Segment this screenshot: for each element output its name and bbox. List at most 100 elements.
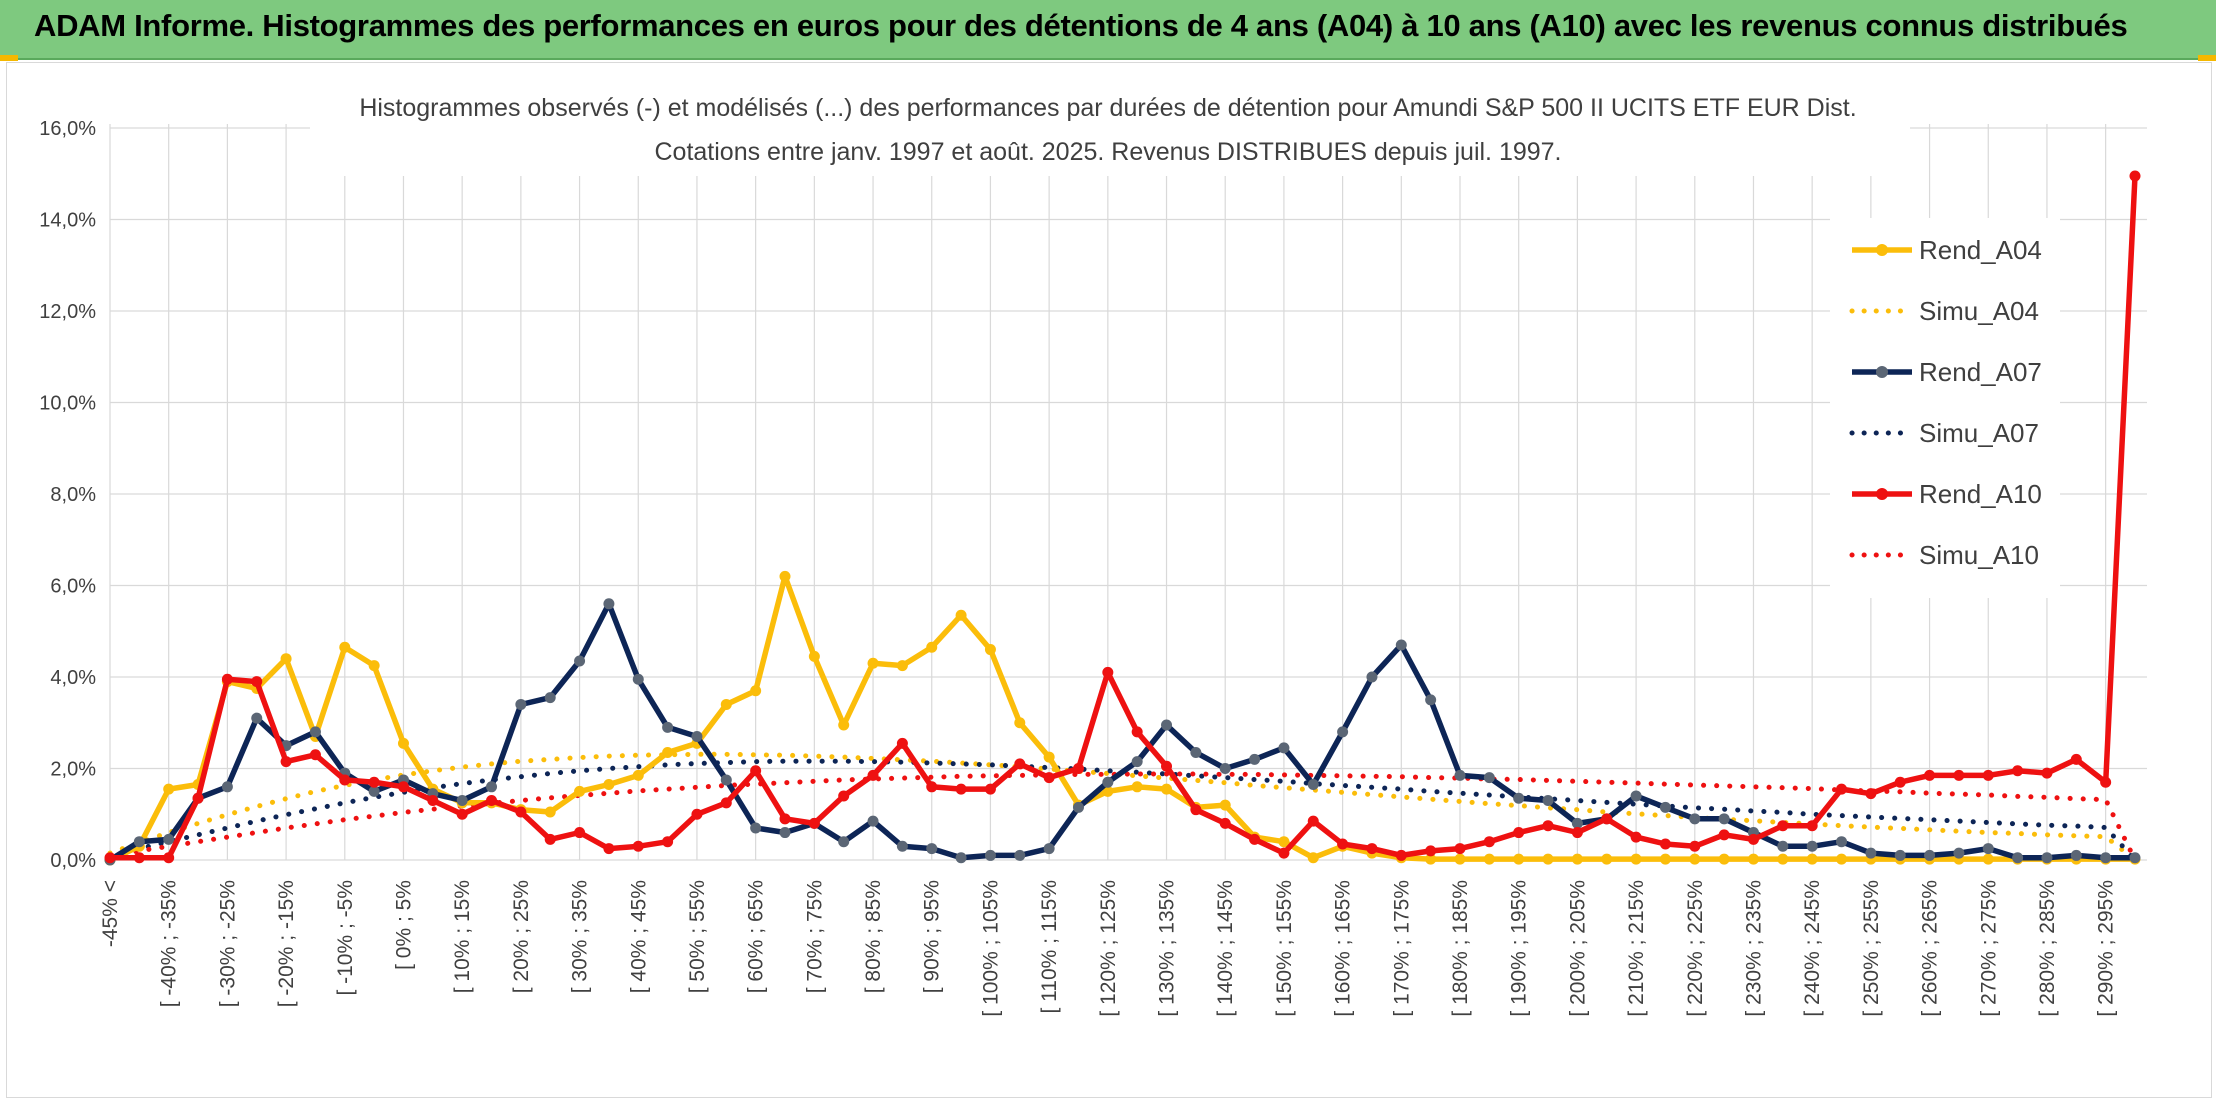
report-title: ADAM Informe. Histogrammes des performan…: [34, 8, 2128, 43]
data-point-rend-a07: [221, 781, 233, 793]
x-tick-label: [ 0% ; 5%: [392, 880, 415, 970]
data-point-rend-a07: [1043, 843, 1055, 855]
x-tick-label: [ 250% ; 255%: [1860, 880, 1883, 1017]
data-point-rend-a04: [808, 650, 820, 662]
data-point-rend-a10: [1571, 827, 1583, 839]
data-point-rend-a10: [339, 774, 351, 786]
series-line-rend-a07: [108, 601, 2135, 863]
data-point-rend-a07: [1454, 769, 1466, 781]
data-point-rend-a10: [280, 756, 292, 768]
data-point-rend-a10: [720, 797, 732, 809]
data-point-rend-a07: [1542, 795, 1554, 807]
data-point-rend-a10: [1014, 758, 1026, 770]
data-point-rend-a10: [486, 795, 498, 807]
data-point-rend-a10: [368, 776, 380, 788]
x-tick-label: [ 270% ; 275%: [1977, 880, 2000, 1017]
data-point-rend-a10: [1425, 845, 1437, 857]
x-tick-label: [ 170% ; 175%: [1390, 880, 1413, 1017]
data-point-rend-a10: [2100, 776, 2112, 788]
data-point-rend-a07: [896, 840, 908, 852]
data-point-rend-a10: [1102, 666, 1114, 678]
legend-marker-rend-a04: [1876, 244, 1888, 256]
x-tick-label: [ -10% ; -5%: [334, 880, 357, 996]
data-point-rend-a10: [1982, 769, 1994, 781]
data-point-rend-a04: [1219, 799, 1231, 811]
data-point-rend-a04: [280, 653, 292, 665]
data-point-rend-a04: [984, 644, 996, 656]
data-point-rend-a10: [309, 749, 321, 761]
data-point-rend-a10: [1395, 849, 1407, 861]
chart-title-backing: [310, 80, 1910, 176]
data-point-rend-a07: [1366, 671, 1378, 683]
data-point-rend-a07: [1513, 792, 1525, 804]
data-point-rend-a10: [984, 783, 996, 795]
data-point-rend-a04: [1601, 853, 1613, 865]
data-point-rend-a10: [1777, 820, 1789, 832]
data-point-rend-a10: [779, 813, 791, 825]
data-point-rend-a07: [1894, 849, 1906, 861]
data-point-rend-a10: [1747, 833, 1759, 845]
data-point-rend-a10: [1072, 763, 1084, 774]
data-point-rend-a10: [955, 783, 967, 795]
x-tick-label: [ 120% ; 125%: [1097, 880, 1120, 1017]
data-point-rend-a10: [544, 833, 556, 845]
data-point-rend-a10: [838, 790, 850, 802]
data-point-rend-a07: [691, 730, 703, 742]
chart-title-line1: Histogrammes observés (-) et modélisés (…: [359, 94, 1856, 122]
x-tick-label: [ 180% ; 185%: [1449, 880, 1472, 1017]
data-point-rend-a07: [603, 598, 615, 610]
x-tick-label: [ 240% ; 245%: [1801, 880, 1824, 1017]
data-point-rend-a10: [397, 781, 409, 793]
data-point-rend-a07: [1806, 840, 1818, 852]
x-tick-label: [ 30% ; 35%: [569, 880, 592, 993]
data-point-rend-a07: [1072, 801, 1084, 813]
data-point-rend-a07: [1836, 836, 1848, 848]
y-tick-label: 4,0%: [50, 667, 96, 689]
data-point-rend-a04: [720, 698, 732, 710]
data-point-rend-a10: [1278, 847, 1290, 859]
y-tick-label: 12,0%: [39, 301, 96, 323]
series-line-rend-a10: [110, 175, 2138, 861]
x-tick-label: -45% <: [99, 880, 122, 947]
data-point-rend-a10: [1542, 820, 1554, 832]
data-point-rend-a04: [603, 779, 615, 791]
data-point-rend-a07: [662, 721, 674, 733]
x-tick-label: [ 70% ; 75%: [803, 880, 826, 993]
legend-box: [1830, 218, 2060, 598]
y-tick-label: 6,0%: [50, 576, 96, 598]
x-tick-label: [ 150% ; 155%: [1273, 880, 1296, 1017]
data-point-rend-a07: [1278, 742, 1290, 754]
data-point-rend-a10: [1337, 838, 1349, 850]
data-point-rend-a04: [955, 609, 967, 621]
x-tick-label: [ 200% ; 205%: [1566, 880, 1589, 1017]
data-point-rend-a04: [1718, 853, 1730, 865]
data-point-rend-a10: [104, 852, 116, 864]
data-point-rend-a10: [1924, 769, 1936, 781]
data-point-rend-a07: [1425, 694, 1437, 706]
data-point-rend-a04: [544, 806, 556, 818]
data-point-rend-a07: [1689, 813, 1701, 825]
data-point-rend-a10: [515, 806, 527, 818]
x-tick-label: [ 190% ; 195%: [1508, 880, 1531, 1017]
x-tick-label: [ 260% ; 265%: [1919, 880, 1942, 1017]
data-point-rend-a07: [1982, 843, 1994, 855]
data-point-rend-a07: [750, 822, 762, 834]
data-point-rend-a07: [984, 849, 996, 861]
data-point-rend-a10: [750, 765, 762, 777]
data-point-rend-a07: [1630, 790, 1642, 802]
data-point-rend-a10: [221, 673, 233, 685]
data-point-rend-a10: [1307, 815, 1319, 827]
data-point-rend-a04: [896, 660, 908, 672]
data-point-rend-a04: [838, 719, 850, 731]
data-point-rend-a04: [1513, 853, 1525, 865]
data-point-rend-a10: [427, 795, 439, 807]
data-point-rend-a10: [691, 808, 703, 820]
data-point-rend-a10: [1894, 776, 1906, 788]
data-point-rend-a10: [192, 792, 204, 804]
legend-label-rend-a04: Rend_A04: [1919, 235, 2042, 265]
data-point-rend-a04: [1806, 853, 1818, 865]
y-tick-label: 2,0%: [50, 759, 96, 781]
data-point-rend-a04: [1014, 717, 1026, 729]
data-point-rend-a07: [720, 774, 732, 786]
data-point-rend-a07: [867, 815, 879, 827]
